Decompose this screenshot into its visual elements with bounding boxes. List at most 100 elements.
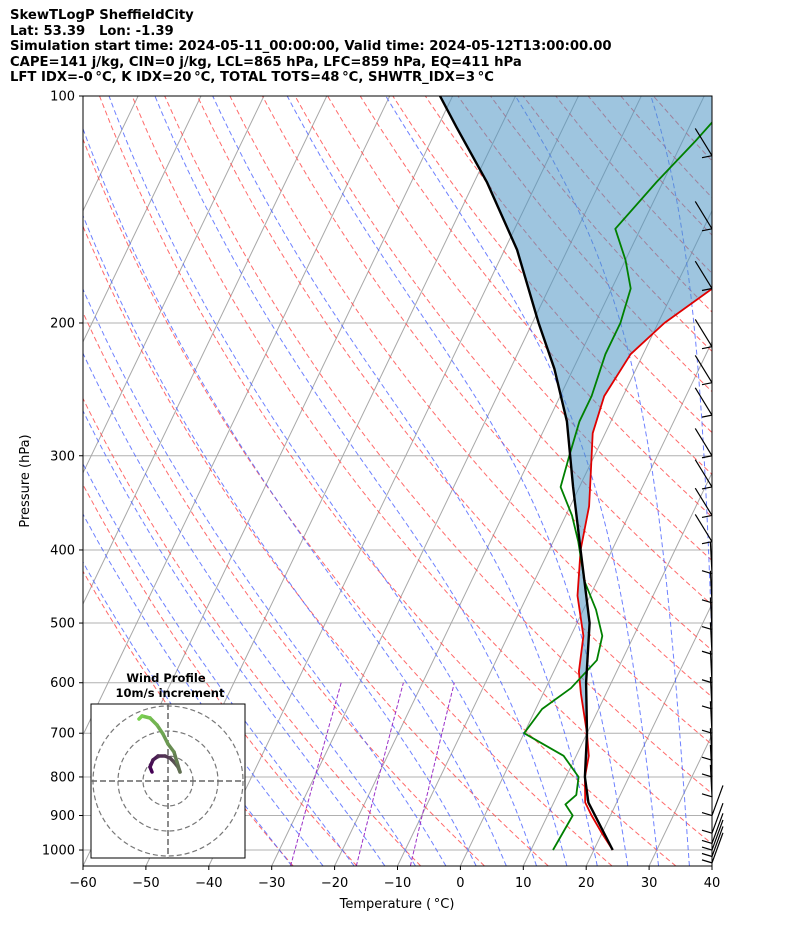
wind-barb-flag — [701, 414, 713, 418]
wind-barb-flag — [701, 852, 713, 858]
moist-adiabat — [83, 287, 447, 866]
dry-adiabat — [83, 570, 294, 866]
dry-adiabat — [83, 137, 613, 866]
dry-adiabat — [131, 96, 712, 845]
mixing-ratio-line — [355, 682, 404, 866]
wind-barb-flag — [701, 773, 713, 778]
wind-barb — [711, 813, 724, 844]
chart-title: SkewTLogP SheffieldCity — [10, 8, 194, 23]
mixing-ratio-line — [290, 682, 342, 866]
wind-barb — [694, 514, 713, 542]
wind-barb — [694, 387, 713, 416]
y-tick-label: 600 — [50, 676, 75, 691]
wind-barb-flag — [701, 846, 713, 851]
wind-barb-flag — [701, 228, 713, 232]
wind-barb — [711, 802, 724, 834]
dewpoint-line — [523, 121, 712, 851]
x-tick-label: −10 — [384, 876, 411, 891]
wind-barb-flag — [701, 455, 713, 459]
parcel-line — [438, 96, 614, 851]
hodograph-segment — [137, 714, 144, 721]
wind-barb-flag — [701, 829, 713, 834]
x-tick-label: 0 — [456, 876, 464, 891]
dry-adiabat — [164, 96, 712, 795]
moist-adiabat — [154, 96, 568, 866]
moist-adiabat — [212, 96, 598, 866]
dry-adiabat — [392, 96, 712, 475]
time-line: Simulation start time: 2024-05-11_00:00:… — [10, 39, 612, 54]
moist-adiabat — [83, 462, 355, 866]
wind-barb — [711, 819, 724, 851]
wind-barb — [694, 355, 713, 384]
dry-adiabat — [83, 311, 485, 866]
dry-adiabat — [261, 96, 712, 651]
x-tick-label: 10 — [515, 876, 532, 891]
dry-adiabat — [229, 96, 712, 698]
isotherm-line — [83, 96, 391, 737]
moist-adiabat — [650, 96, 712, 655]
isotherm-line — [711, 864, 712, 866]
wind-barb-flag — [701, 839, 713, 844]
wind-barb-flag — [701, 514, 713, 519]
hodograph-segment — [155, 723, 165, 736]
y-tick-label: 500 — [50, 617, 75, 632]
moist-adiabat — [83, 214, 477, 866]
dry-adiabat — [294, 96, 712, 606]
dry-adiabat — [83, 225, 549, 866]
inset-title: Wind Profile — [126, 671, 206, 685]
y-tick-label: 300 — [50, 449, 75, 464]
x-axis-label: Temperature ( °C) — [339, 897, 455, 912]
wind-barb — [694, 459, 713, 488]
isotherm-line — [585, 602, 712, 866]
moist-adiabat — [83, 127, 507, 866]
y-tick-label: 100 — [50, 90, 75, 105]
isotherm-line — [83, 96, 265, 475]
x-tick-label: 40 — [704, 876, 721, 891]
wind-barb — [711, 785, 724, 816]
y-tick-label: 900 — [50, 809, 75, 824]
hodograph-segment — [161, 732, 170, 746]
wind-barb-flag — [701, 346, 713, 350]
wind-barb-flag — [701, 382, 713, 386]
moist-adiabat — [83, 561, 293, 866]
dry-adiabat — [424, 96, 712, 434]
inset-subtitle: 10m/s increment — [116, 686, 225, 700]
wind-barb — [694, 487, 713, 516]
moist-adiabat — [83, 352, 416, 866]
x-tick-label: −30 — [258, 876, 285, 891]
moist-adiabat — [83, 513, 324, 866]
x-tick-label: 30 — [641, 876, 658, 891]
isotherm-line — [459, 340, 712, 866]
wind-barb — [694, 201, 713, 230]
y-axis-label: Pressure (hPa) — [18, 434, 33, 527]
y-tick-label: 700 — [50, 727, 75, 742]
wind-barb — [694, 260, 713, 289]
wind-barb — [711, 832, 724, 864]
wind-barb-flag — [701, 287, 713, 292]
isotherm-line — [0, 96, 12, 866]
dry-adiabat — [327, 96, 712, 562]
isotherm-line — [83, 96, 202, 343]
wind-barb — [694, 128, 713, 157]
mixing-ratio-line — [409, 682, 455, 866]
isotherm-line — [83, 96, 328, 606]
wind-barb-flag — [701, 793, 713, 798]
y-tick-label: 400 — [50, 543, 75, 558]
x-tick-label: −20 — [321, 876, 348, 891]
x-tick-label: −60 — [69, 876, 96, 891]
moist-adiabat — [108, 96, 538, 866]
dry-adiabat — [196, 96, 712, 746]
location-line: Lat: 53.39 Lon: -1.39 — [10, 23, 174, 39]
x-tick-label: −40 — [195, 876, 222, 891]
indices-line: LFT IDX=-0 °C, K IDX=20 °C, TOTAL TOTS=4… — [10, 70, 494, 85]
moist-adiabat — [83, 409, 386, 866]
x-tick-label: −50 — [132, 876, 159, 891]
wind-barb-flag — [701, 155, 713, 159]
wind-barb-flag — [701, 756, 713, 761]
y-tick-label: 200 — [50, 316, 75, 331]
wind-barb — [694, 319, 713, 347]
x-tick-label: 20 — [578, 876, 595, 891]
wind-barb-flag — [701, 811, 713, 817]
